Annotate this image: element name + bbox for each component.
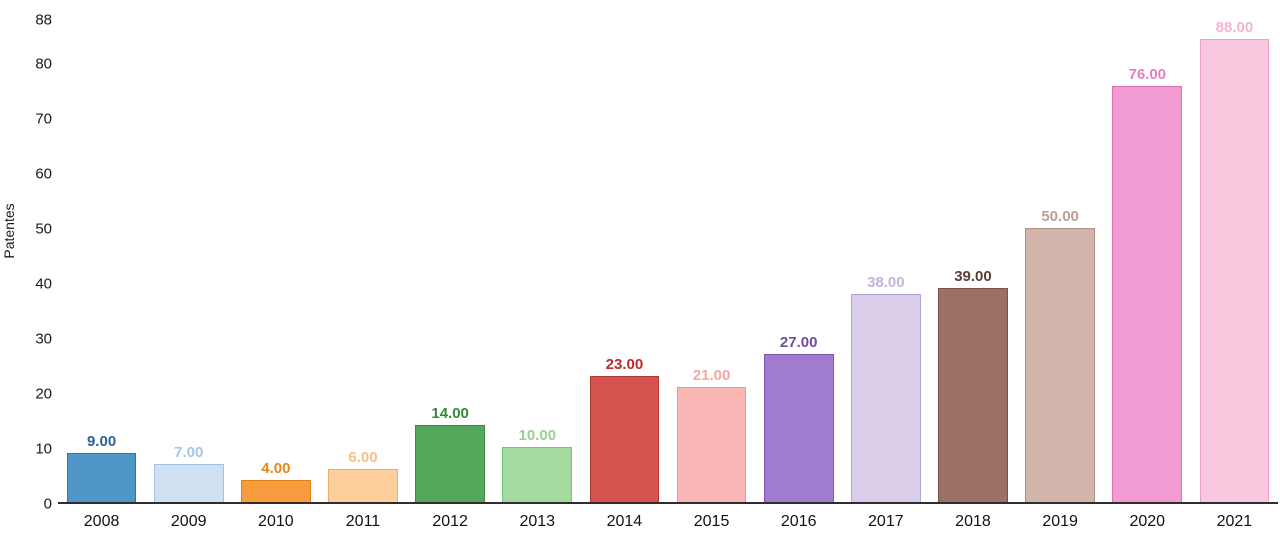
x-tick-label: 2017 xyxy=(868,512,904,530)
bar-slot: 88.00 xyxy=(1191,20,1278,502)
bar-2017 xyxy=(850,293,921,502)
x-tick-label: 2018 xyxy=(955,512,991,530)
y-tick-label: 10 xyxy=(35,440,52,458)
bar-value-label: 14.00 xyxy=(431,405,469,423)
bar-value-label: 9.00 xyxy=(86,432,117,450)
bar-2014 xyxy=(589,376,660,502)
plot-area: 9.00 7.00 4.00 6.00 14.00 10.00 23.00 21.00 27.0… xyxy=(58,20,1278,504)
bar-2021 xyxy=(1199,39,1270,502)
x-axis: 2008 2009 2010 2011 2012 2013 2014 2015 2016 2017… xyxy=(58,506,1278,537)
y-tick-label: 30 xyxy=(35,330,52,348)
bar-slot: 38.00 xyxy=(842,20,929,502)
x-tick-label: 2020 xyxy=(1129,512,1166,530)
x-tick-label: 2011 xyxy=(345,512,381,530)
bar-2013 xyxy=(502,447,573,502)
bar-value-label: 50.00 xyxy=(1041,208,1079,226)
bar-slot: 50.00 xyxy=(1017,20,1104,502)
bar-slot: 6.00 xyxy=(319,20,406,502)
bar-2010 xyxy=(241,480,311,502)
bar-slot: 27.00 xyxy=(755,20,842,502)
bar-slot: 7.00 xyxy=(145,20,232,502)
bar-slot: 21.00 xyxy=(668,20,755,502)
bar-2019 xyxy=(1025,228,1095,502)
bar-value-label: 88.00 xyxy=(1215,19,1254,36)
y-axis: 0 10 20 30 40 50 60 70 80 88 xyxy=(0,13,52,512)
bar-2015 xyxy=(676,386,747,502)
x-tick-label: 2010 xyxy=(258,512,294,530)
y-tick-label: 20 xyxy=(35,385,52,403)
x-tick-label: 2015 xyxy=(693,512,730,530)
bar-value-label: 39.00 xyxy=(954,268,992,286)
y-tick-label: 70 xyxy=(35,110,52,128)
bar-slot: 14.00 xyxy=(407,20,494,502)
y-tick-label: 88 xyxy=(35,11,52,29)
x-tick-label: 2019 xyxy=(1042,512,1078,530)
bar-value-label: 4.00 xyxy=(261,460,291,478)
x-tick-label: 2012 xyxy=(432,512,468,530)
y-tick-label: 60 xyxy=(35,165,52,183)
bar-slot: 39.00 xyxy=(929,20,1016,502)
bar-value-label: 21.00 xyxy=(692,366,731,384)
bar-2016 xyxy=(763,354,834,502)
bar-slot: 23.00 xyxy=(581,20,668,502)
y-tick-label: 50 xyxy=(35,220,52,238)
x-tick-label: 2021 xyxy=(1216,512,1253,530)
bar-value-label: 6.00 xyxy=(348,449,378,467)
bar-2009 xyxy=(153,463,224,502)
bar-value-label: 27.00 xyxy=(779,334,818,352)
x-tick-label: 2009 xyxy=(170,512,207,530)
bar-value-label: 38.00 xyxy=(867,273,905,291)
bar-2020 xyxy=(1112,85,1183,502)
bar-2012 xyxy=(415,425,485,502)
bar-slot: 4.00 xyxy=(232,20,319,502)
bar-value-label: 23.00 xyxy=(605,356,644,374)
bar-slot: 9.00 xyxy=(58,20,145,502)
x-tick-label: 2013 xyxy=(519,512,556,530)
bar-2011 xyxy=(328,469,398,502)
x-tick-label: 2014 xyxy=(606,512,643,530)
bar-value-label: 10.00 xyxy=(518,427,557,445)
bar-slot: 10.00 xyxy=(494,20,581,502)
y-tick-label: 0 xyxy=(43,495,52,513)
bar-2018 xyxy=(938,288,1008,502)
y-tick-label: 40 xyxy=(35,275,52,293)
bar-value-label: 76.00 xyxy=(1128,65,1167,83)
x-tick-label: 2008 xyxy=(83,512,120,530)
x-tick-label: 2016 xyxy=(780,512,817,530)
bar-slot: 76.00 xyxy=(1104,20,1191,502)
bar-2008 xyxy=(66,452,137,502)
y-tick-label: 80 xyxy=(35,55,52,73)
bar-value-label: 7.00 xyxy=(174,443,204,461)
